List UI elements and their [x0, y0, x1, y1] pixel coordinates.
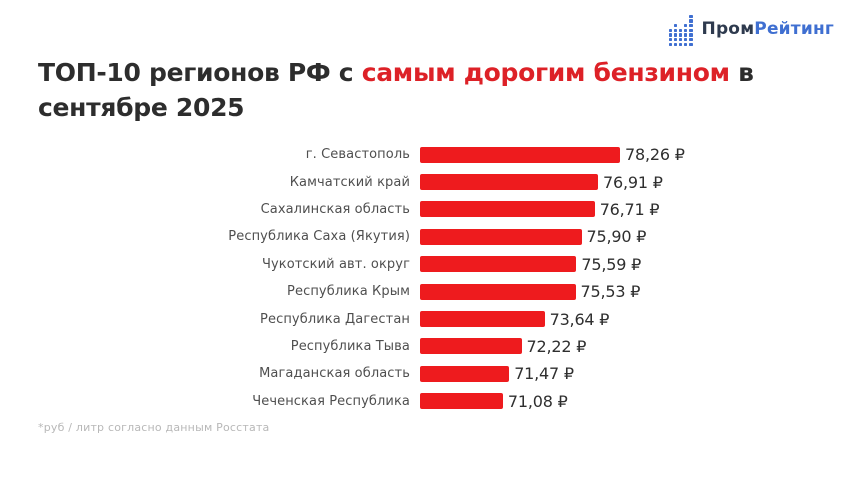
bar — [420, 393, 503, 410]
category-label: Сахалинская область — [260, 201, 410, 217]
chart-row: Камчатский край 76,91 ₽ — [0, 168, 850, 195]
value-label: 71,47 ₽ — [514, 364, 574, 384]
chart-row: Магаданская область 71,47 ₽ — [0, 360, 850, 387]
category-label: Камчатский край — [289, 174, 410, 190]
chart-row: Республика Дагестан 73,64 ₽ — [0, 305, 850, 332]
bar — [420, 256, 577, 273]
bar-chart: г. Севастополь 78,26 ₽ Камчатский край 7… — [0, 141, 850, 415]
bar — [420, 365, 510, 382]
chart-row: Республика Крым 75,53 ₽ — [0, 278, 850, 305]
value-label: 72,22 ₽ — [526, 336, 587, 356]
title-prefix: ТОП-10 регионов РФ с — [38, 58, 362, 87]
bar — [420, 228, 582, 245]
bar — [420, 146, 620, 163]
value-label: 73,64 ₽ — [549, 309, 610, 329]
promrating-logo: ПромРейтинг — [668, 12, 834, 46]
value-label: 75,59 ₽ — [581, 254, 642, 274]
chart-row: Чукотский авт. округ 75,59 ₽ — [0, 251, 850, 278]
logo-text: ПромРейтинг — [702, 19, 834, 39]
footnote: *руб / литр согласно данным Росстата — [38, 421, 270, 434]
title-suffix: в — [729, 58, 754, 87]
chart-row: Республика Тыва 72,22 ₽ — [0, 333, 850, 360]
title-highlight: самым дорогим бензином — [361, 58, 730, 87]
title-line2: сентябре 2025 — [38, 93, 245, 122]
chart-row: Республика Саха (Якутия) 75,90 ₽ — [0, 223, 850, 250]
logo-text-accent: Рейтинг — [754, 19, 834, 39]
category-label: Республика Саха (Якутия) — [228, 229, 410, 245]
bar — [420, 174, 598, 191]
value-label: 78,26 ₽ — [625, 145, 685, 165]
category-label: Республика Дагестан — [260, 311, 410, 327]
page-title: ТОП-10 регионов РФ с самым дорогим бензи… — [38, 55, 754, 125]
category-label: Чеченская Республика — [252, 393, 410, 409]
value-label: 75,53 ₽ — [580, 282, 641, 302]
value-label: 71,08 ₽ — [507, 391, 568, 411]
category-label: Республика Тыва — [290, 338, 410, 354]
value-label: 75,90 ₽ — [586, 227, 647, 247]
logo-text-primary: Пром — [701, 19, 755, 39]
bar — [420, 338, 522, 355]
category-label: Чукотский авт. округ — [261, 256, 410, 272]
value-label: 76,71 ₽ — [599, 199, 660, 219]
bar — [420, 283, 576, 300]
chart-row: Сахалинская область 76,71 ₽ — [0, 196, 850, 223]
category-label: Республика Крым — [287, 284, 410, 300]
dotted-bar-chart-icon — [668, 12, 693, 46]
bar — [420, 311, 545, 328]
bar — [420, 201, 595, 218]
category-label: Магаданская область — [259, 366, 410, 382]
category-label: г. Севастополь — [305, 147, 410, 163]
chart-row: Чеченская Республика 71,08 ₽ — [0, 388, 850, 415]
value-label: 76,91 ₽ — [603, 172, 663, 192]
chart-row: г. Севастополь 78,26 ₽ — [0, 141, 850, 168]
